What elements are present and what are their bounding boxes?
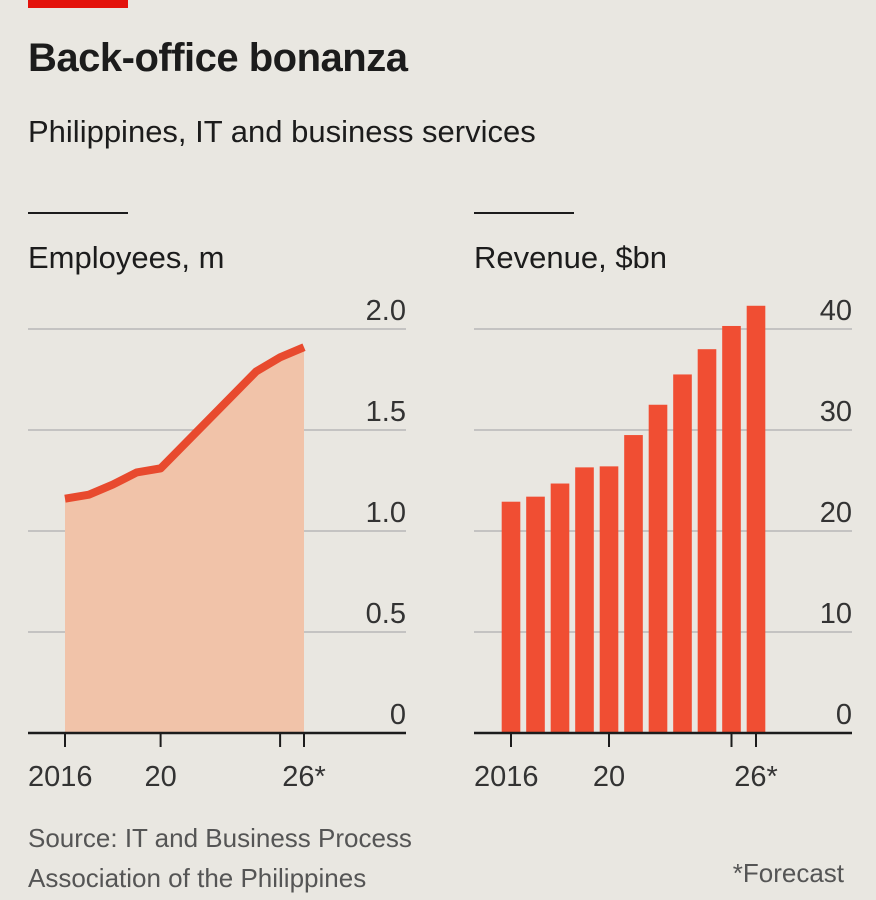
revenue-ytick-label: 0	[836, 699, 852, 731]
source-note: Source: IT and Business Process Associat…	[28, 818, 412, 898]
revenue-bar	[722, 325, 741, 733]
employees-chart: 0 0.5 1.0 1.5 2.0 2016 20 26*	[28, 295, 406, 793]
revenue-xtick-label: 20	[593, 761, 625, 793]
employees-panel-title: Employees, m	[28, 240, 225, 275]
brand-tag	[28, 0, 128, 8]
revenue-bar	[697, 349, 717, 733]
revenue-bar	[575, 467, 594, 733]
employees-ytick-label: 1.0	[366, 497, 406, 529]
employees-xtick-label: 26*	[282, 761, 326, 793]
revenue-ytick-label: 20	[820, 497, 852, 529]
revenue-bar	[673, 374, 692, 733]
revenue-ytick-label: 40	[820, 295, 852, 327]
chart-subtitle: Philippines, IT and business services	[28, 114, 536, 149]
revenue-panel-title: Revenue, $bn	[474, 240, 668, 275]
employees-ytick-label: 0.5	[366, 598, 406, 630]
employees-ytick-label: 1.5	[366, 396, 406, 428]
revenue-bar	[746, 305, 766, 733]
revenue-xtick-label: 2016	[474, 761, 539, 793]
employees-ytick-label: 2.0	[366, 295, 406, 327]
employees-xtick-label: 2016	[28, 761, 93, 793]
revenue-bar	[599, 466, 619, 733]
source-line-1: Source: IT and Business Process	[28, 823, 412, 853]
revenue-bar	[624, 435, 643, 733]
forecast-footnote: *Forecast	[732, 858, 844, 888]
revenue-ytick-label: 30	[820, 396, 852, 428]
employees-xtick-label: 20	[144, 761, 176, 793]
revenue-ytick-label: 10	[820, 598, 852, 630]
source-line-2: Association of the Philippines	[28, 863, 367, 893]
employees-area-fill	[65, 347, 304, 733]
revenue-xtick-label: 26*	[734, 761, 778, 793]
revenue-panel-rule	[474, 212, 574, 214]
revenue-bar	[501, 501, 521, 733]
employees-panel-rule	[28, 212, 128, 214]
revenue-chart: 0 10 20 30 40 2016 20 26*	[474, 295, 852, 793]
revenue-bar	[526, 496, 545, 733]
revenue-bar	[648, 404, 668, 733]
employees-ytick-label: 0	[390, 699, 406, 731]
chart-title: Back-office bonanza	[28, 36, 408, 80]
revenue-bar	[550, 483, 570, 733]
